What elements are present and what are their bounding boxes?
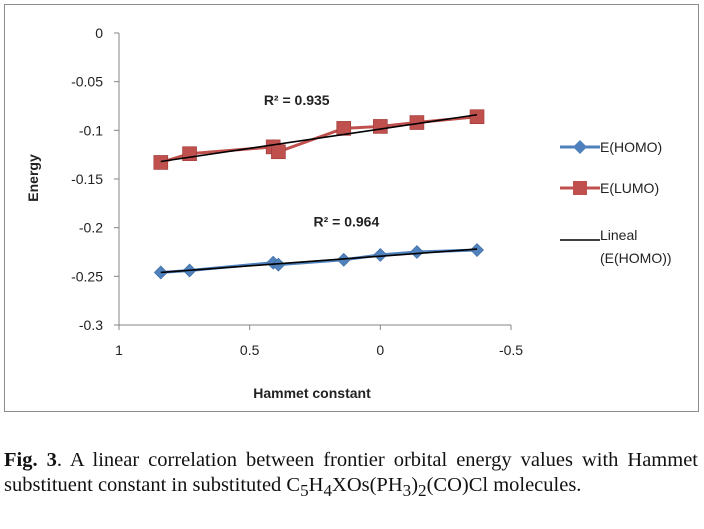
- caption-sub-2: 4: [323, 481, 333, 501]
- ehomo-point: [271, 257, 286, 272]
- x-tick-label: 0: [376, 342, 384, 358]
- caption-text-5: (CO)Cl molecules.: [426, 474, 582, 496]
- x-axis-title: Hammet constant: [253, 385, 371, 401]
- legend-homo-label: E(HOMO): [600, 139, 662, 155]
- x-tick-label: 0.5: [240, 342, 260, 358]
- y-tick-label: -0.1: [79, 122, 103, 138]
- ehomo-point: [470, 243, 484, 257]
- r-squared-label: R² = 0.964: [313, 214, 379, 230]
- legend: E(HOMO) E(LUMO) Lineal (E(HOMO)): [560, 139, 672, 266]
- caption-text-3: XOs(PH: [332, 474, 403, 496]
- legend-trend-label-1: Lineal: [600, 227, 637, 243]
- legend-homo-marker: [573, 140, 587, 154]
- y-tick-label: -0.05: [71, 74, 103, 90]
- caption-text-4: ): [411, 474, 419, 496]
- elumo-point: [469, 109, 485, 125]
- elumo-point: [373, 119, 388, 134]
- caption-label: Fig. 3: [4, 449, 57, 471]
- y-tick-label: -0.25: [71, 268, 103, 284]
- caption-text-2: H: [308, 474, 324, 496]
- caption-sub-4: 2: [418, 481, 427, 501]
- y-tick-label: -0.3: [79, 317, 103, 333]
- ehomo-point: [409, 245, 424, 259]
- caption-text-1: . A linear correlation between frontier …: [4, 449, 698, 496]
- ehomo-point: [373, 247, 388, 262]
- trendline-2: [160, 113, 478, 163]
- y-tick-label: -0.2: [79, 220, 103, 236]
- chart-frame: [4, 4, 699, 412]
- trendline-1: [160, 248, 478, 274]
- legend-lumo-label: E(LUMO): [600, 180, 659, 196]
- chart: 0 -0.05 -0.1 -0.15 -0.2 -0.25 -0.3 1 0.5 0 -0.5 R²…: [4, 4, 699, 412]
- r-squared-label: R² = 0.935: [264, 92, 330, 108]
- elumo-point: [271, 144, 286, 160]
- x-tick-label: 1: [115, 342, 123, 358]
- legend-trend-label-2: (E(HOMO)): [600, 250, 672, 266]
- caption-sub-1: 5: [300, 481, 309, 501]
- elumo-point: [153, 155, 169, 170]
- legend-lumo-marker: [573, 181, 587, 195]
- figure-caption: Fig. 3. A linear correlation between fro…: [4, 448, 698, 503]
- caption-sub-3: 3: [402, 481, 412, 501]
- trendlines: [160, 113, 478, 274]
- annotations: R² = 0.935 R² = 0.964: [264, 92, 380, 230]
- x-tick-label: -0.5: [499, 342, 523, 358]
- axes: 0 -0.05 -0.1 -0.15 -0.2 -0.25 -0.3 1 0.5 0 -0.5: [71, 25, 523, 358]
- elumo-point: [336, 121, 352, 136]
- y-axis-title: Energy: [25, 154, 41, 202]
- ehomo-point: [336, 252, 351, 267]
- y-tick-label: 0: [95, 25, 103, 41]
- y-tick-label: -0.15: [71, 171, 103, 187]
